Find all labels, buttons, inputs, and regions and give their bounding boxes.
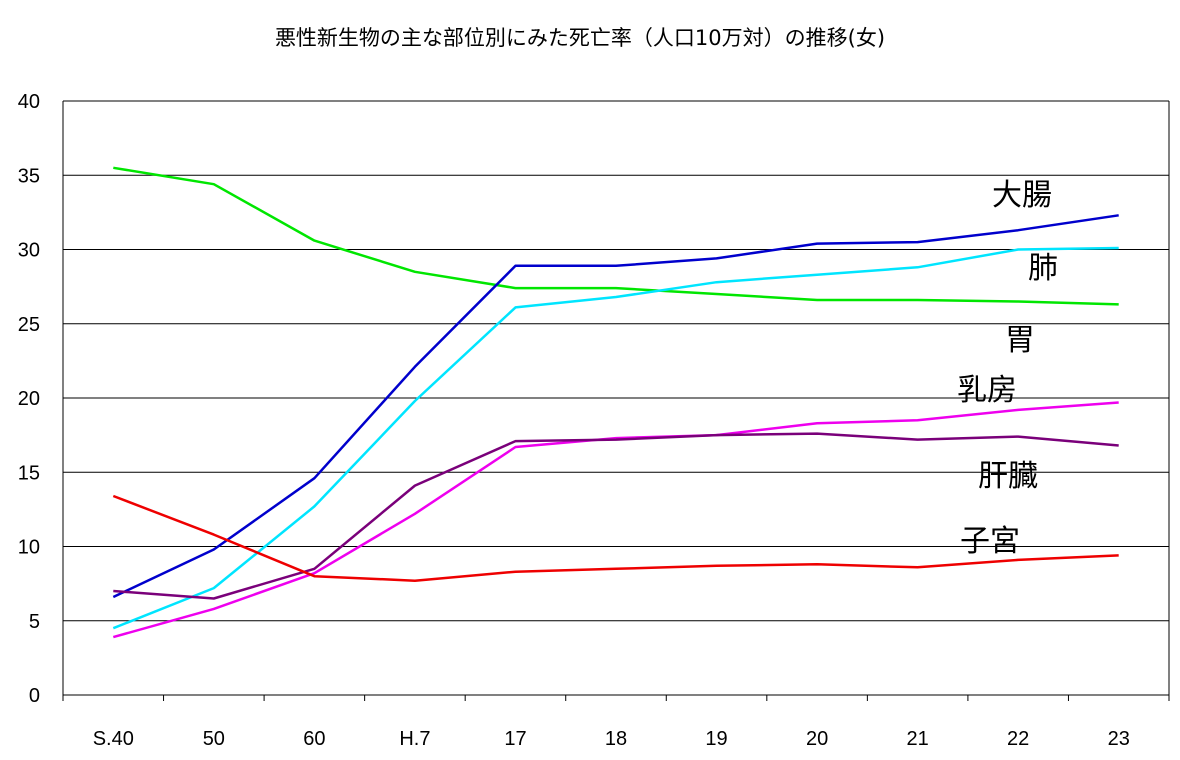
y-tick-label: 40 [18,91,40,113]
y-tick-label: 10 [18,537,40,559]
series-line [112,494,1119,582]
series-line [112,401,1119,639]
series-label: 大腸 [992,178,1052,213]
x-tick-label: 23 [1108,728,1130,750]
x-tick-label: 20 [806,728,828,750]
x-tick-label: 50 [203,728,225,750]
series-label: 肺 [1028,251,1058,286]
series-label: 子宮 [960,524,1020,559]
chart-title: 悪性新生物の主な部位別にみた死亡率（人口10万対）の推移(女) [275,26,885,50]
series-lines [112,166,1119,639]
x-tick-label: S.40 [93,728,134,750]
x-tick-label: 22 [1007,728,1029,750]
y-tick-label: 0 [29,685,40,707]
x-tick-label: 21 [907,728,929,750]
y-tick-label: 20 [18,388,40,410]
series-label: 胃 [1005,323,1035,358]
gridlines [63,100,1169,622]
y-tick-label: 5 [29,611,40,633]
x-tick-label: 17 [504,728,526,750]
x-tick-label: H.7 [399,728,430,750]
y-tick-label: 15 [18,462,40,484]
y-tick-label: 35 [18,165,40,187]
series-line [112,246,1119,630]
y-axis-tick-labels: 0 5 10 15 20 25 30 35 40 [18,91,40,707]
x-axis-tick-labels: S.40 50 60 H.7 17 18 19 20 21 22 23 [93,728,1130,750]
series-line [112,214,1119,599]
series-label: 乳房 [957,373,1017,408]
axes [62,101,1170,701]
y-tick-label: 25 [18,314,40,336]
x-tick-label: 60 [303,728,325,750]
series-line [113,166,1119,306]
x-tick-label: 18 [605,728,627,750]
series-label: 肝臓 [978,459,1038,494]
series-line [113,432,1119,600]
y-tick-label: 30 [18,240,40,262]
x-tick-label: 19 [705,728,727,750]
